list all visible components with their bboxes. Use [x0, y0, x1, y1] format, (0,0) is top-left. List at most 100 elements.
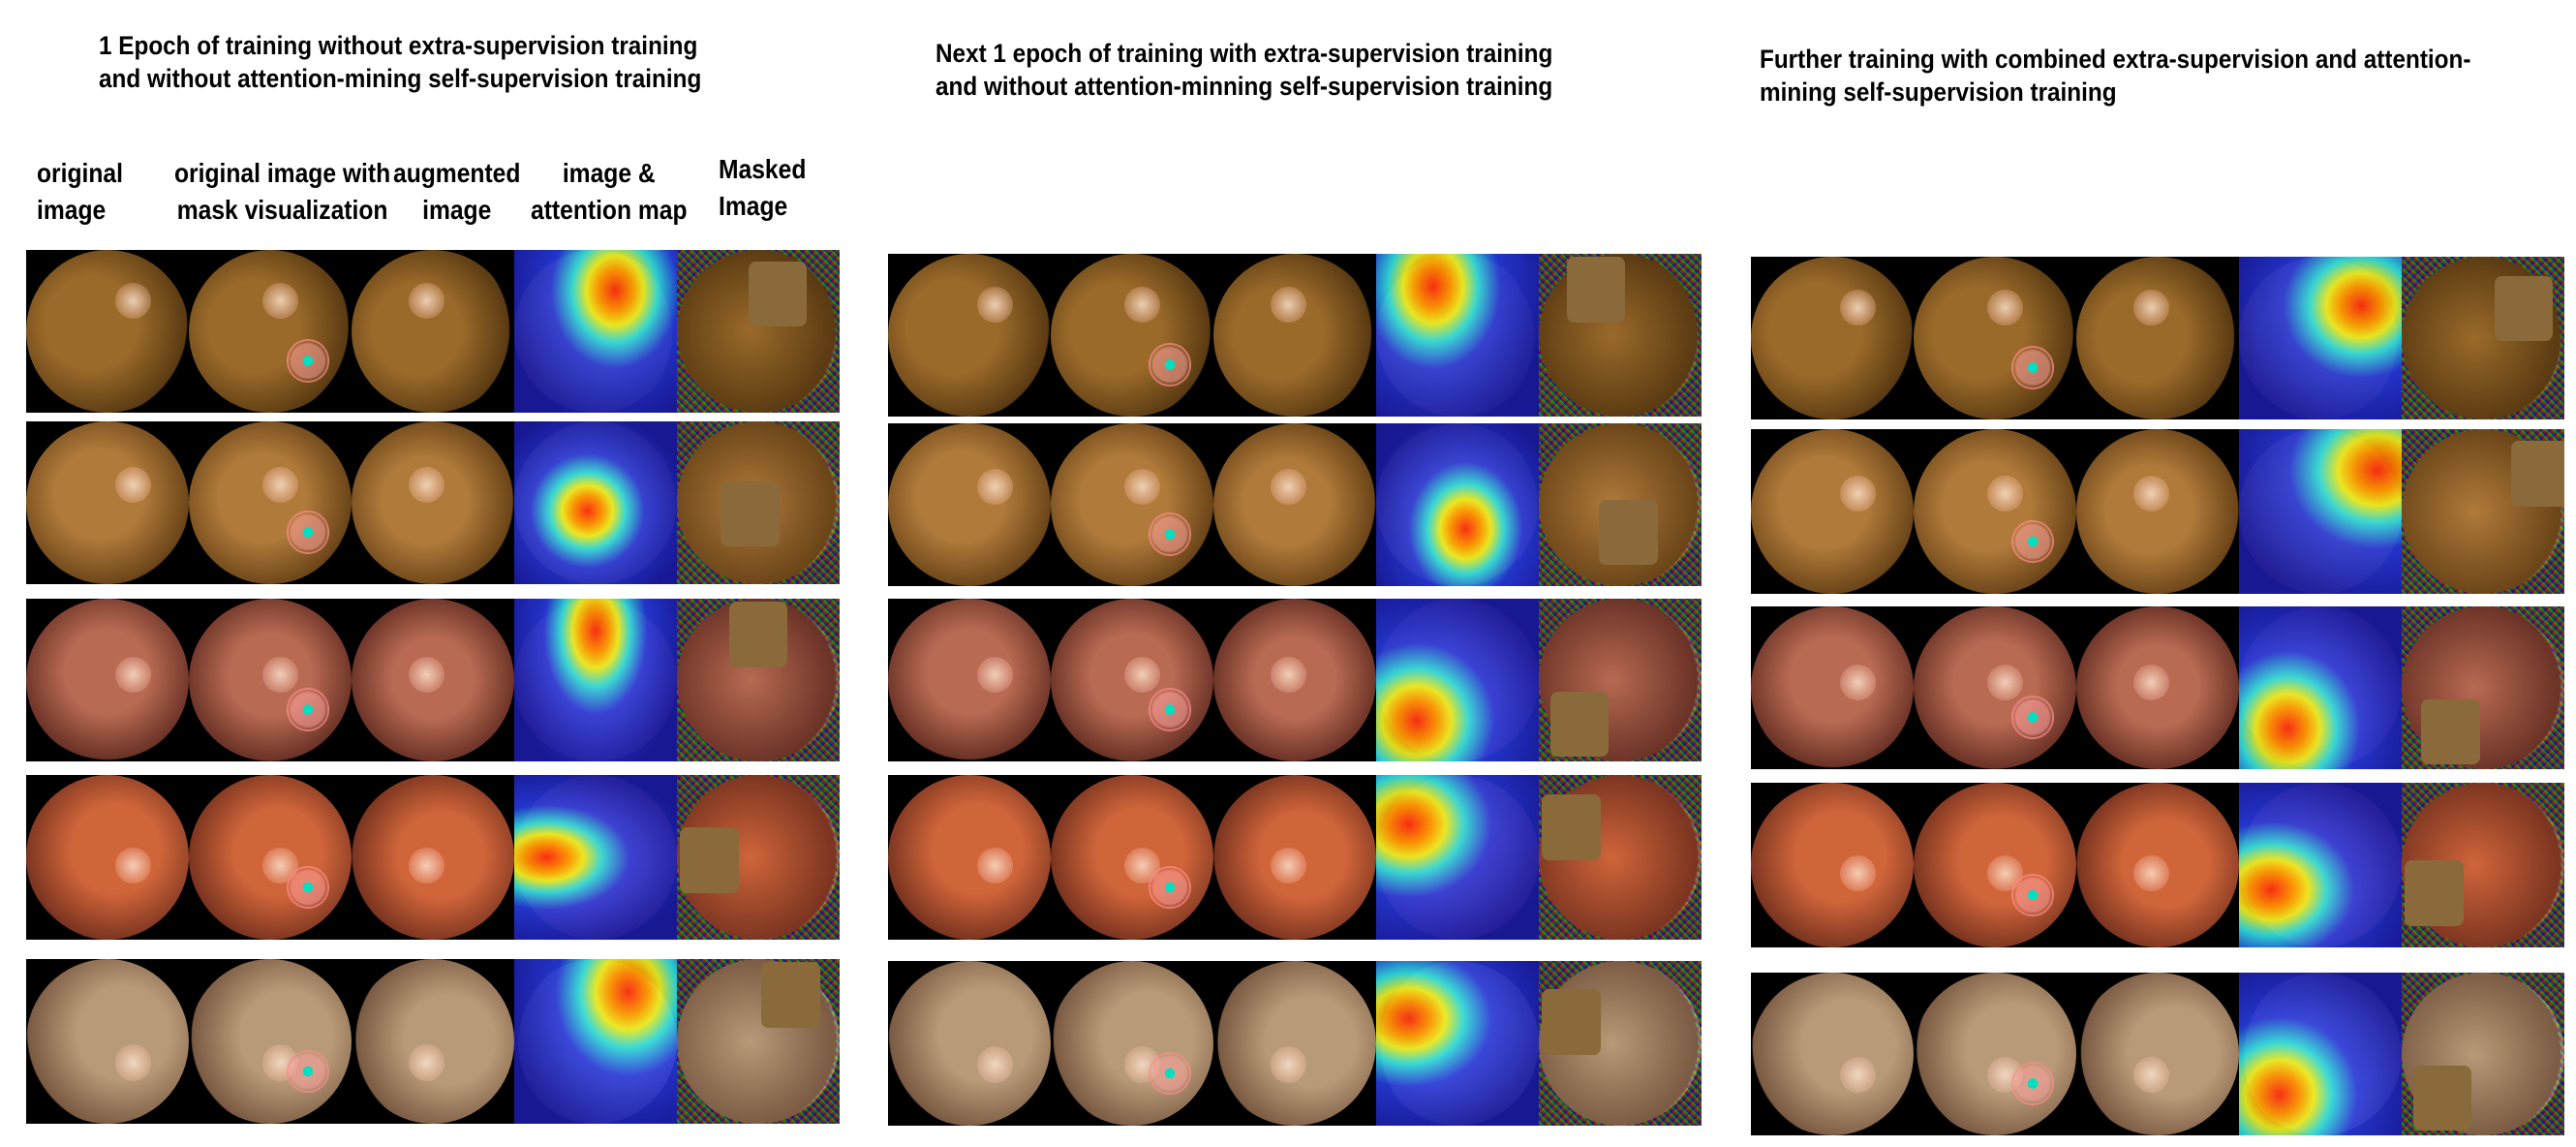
- mask-patch: [2412, 1065, 2472, 1131]
- lesion-spot: [408, 282, 445, 319]
- fundus-image: [1751, 429, 1914, 594]
- mask-visualization: [286, 865, 330, 910]
- thumbnail-col5: [677, 250, 840, 413]
- thumbnail-col3: [352, 250, 514, 413]
- mask-visualization: [1148, 688, 1192, 731]
- thumbnail-col3: [2076, 606, 2239, 769]
- lesion-spot: [115, 847, 152, 884]
- fundus-image: [1751, 973, 1914, 1135]
- fundus-image: [1213, 961, 1376, 1126]
- fundus-image: [2076, 257, 2239, 419]
- attention-map: [514, 775, 677, 940]
- thumbnail-col2: [1914, 783, 2076, 947]
- mask-patch: [748, 261, 808, 326]
- attention-map: [514, 250, 677, 413]
- thumbnail-col5: [677, 959, 840, 1124]
- mask-patch: [1599, 499, 1658, 566]
- attention-map: [514, 599, 677, 761]
- thumbnail-col4: [514, 959, 677, 1124]
- thumbnail-col1: [1751, 257, 1914, 419]
- column-label-augmented: augmented image: [393, 158, 521, 225]
- fundus-image: [352, 959, 514, 1124]
- lesion-spot: [977, 847, 1014, 884]
- column-label-masked: Masked Image: [719, 154, 807, 221]
- thumbnail-col4: [2239, 257, 2402, 419]
- mask-patch: [1549, 691, 1610, 757]
- lesion-spot: [115, 467, 152, 503]
- thumbnail-col4: [1376, 254, 1539, 417]
- lesion-spot: [1270, 469, 1306, 505]
- mask-visualization: [1148, 512, 1192, 556]
- mask-visualization: [2010, 873, 2055, 917]
- thumbnail-col4: [2239, 973, 2402, 1135]
- thumbnail-col2: [1914, 257, 2076, 419]
- attention-map: [2239, 783, 2402, 947]
- mask-visualization: [286, 511, 330, 554]
- mask-visualization: [1148, 343, 1192, 387]
- image-strip-panel3-row2: [1751, 429, 2564, 594]
- lesion-spot: [115, 657, 152, 694]
- thumbnail-col4: [1376, 599, 1539, 761]
- mask-patch: [2421, 698, 2480, 764]
- fundus-image: [1914, 973, 2076, 1135]
- mask-patch: [2405, 859, 2464, 926]
- thumbnail-col1: [26, 775, 189, 940]
- attention-map: [1376, 423, 1539, 586]
- thumbnail-col3: [352, 775, 514, 940]
- lesion-spot: [1123, 469, 1160, 505]
- thumbnail-col2: [1914, 973, 2076, 1135]
- lesion-spot: [977, 469, 1014, 505]
- thumbnail-col4: [2239, 429, 2402, 594]
- fundus-image: [1914, 257, 2076, 419]
- thumbnail-col5: [1539, 254, 1702, 417]
- attention-map: [514, 959, 677, 1124]
- image-strip-panel2-row5: [888, 961, 1702, 1126]
- image-strip-panel2-row1: [888, 254, 1702, 417]
- thumbnail-col2: [1051, 599, 1213, 761]
- lesion-spot: [408, 467, 445, 503]
- lesion-spot: [1270, 847, 1306, 884]
- thumbnail-col2: [189, 775, 352, 940]
- image-strip-panel3-row5: [1751, 973, 2564, 1135]
- image-strip-panel3-row3: [1751, 606, 2564, 769]
- mask-patch: [1542, 794, 1601, 861]
- panel-title-2: Next 1 epoch of training with extra-supe…: [935, 39, 1553, 101]
- lesion-spot: [1123, 657, 1160, 694]
- thumbnail-col2: [189, 599, 352, 761]
- panel-title-1: 1 Epoch of training without extra-superv…: [99, 31, 702, 93]
- thumbnail-col1: [888, 775, 1051, 940]
- attention-map: [1376, 775, 1539, 940]
- thumbnail-col3: [1213, 423, 1376, 586]
- fundus-image: [352, 421, 514, 584]
- thumbnail-col2: [1051, 423, 1213, 586]
- mask-visualization: [1148, 1051, 1192, 1096]
- attention-map: [2239, 973, 2402, 1135]
- mask-patch: [2494, 276, 2554, 342]
- lesion-spot: [2132, 854, 2169, 892]
- lesion-spot: [1840, 854, 1877, 892]
- lesion-spot: [977, 286, 1014, 323]
- mask-patch: [2510, 440, 2564, 507]
- mask-visualization: [286, 339, 330, 383]
- thumbnail-col5: [677, 599, 840, 761]
- image-strip-panel3-row1: [1751, 257, 2564, 419]
- attention-map: [1376, 599, 1539, 761]
- lesion-spot: [1270, 657, 1306, 694]
- lesion-spot: [977, 1046, 1014, 1083]
- lesion-spot: [1840, 475, 1877, 512]
- mask-patch: [1542, 988, 1601, 1055]
- thumbnail-col5: [677, 775, 840, 940]
- thumbnail-col4: [1376, 961, 1539, 1126]
- mask-patch: [728, 602, 788, 667]
- thumbnail-col2: [189, 959, 352, 1124]
- image-strip-panel2-row4: [888, 775, 1702, 940]
- mask-visualization: [286, 688, 330, 731]
- fundus-image: [189, 421, 352, 584]
- fundus-image: [26, 250, 189, 413]
- column-label-original: original image: [37, 158, 123, 225]
- fundus-image: [888, 599, 1051, 761]
- thumbnail-col5: [677, 421, 840, 584]
- thumbnail-col3: [352, 421, 514, 584]
- thumbnail-col1: [888, 423, 1051, 586]
- fundus-image: [1051, 254, 1213, 417]
